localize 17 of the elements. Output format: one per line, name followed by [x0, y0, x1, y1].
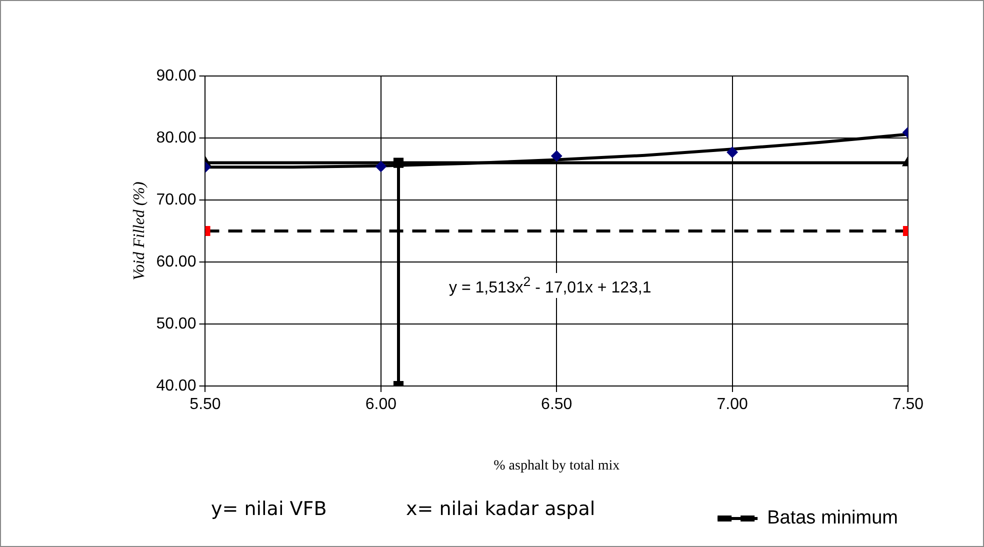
y-tick-label: 60.00 — [156, 253, 196, 270]
annotation: y = 1,513x$^{2}$ - 17,01x + 123,1 — [446, 273, 654, 298]
text: y= nilai VFB — [211, 498, 327, 520]
y-tick-label: 50.00 — [156, 315, 196, 332]
y-tick-label: 90.00 — [156, 67, 196, 84]
x-tick-label: 6.50 — [541, 396, 572, 414]
x-tick-label: 5.50 — [190, 396, 221, 414]
x-axis-title: % asphalt by total mix — [494, 458, 620, 474]
y-axis-title: Void Filled (%) — [130, 182, 148, 280]
x-tick-label: 7.50 — [892, 396, 924, 414]
y-tick-label: 40.00 — [156, 377, 196, 394]
x-tick-label: 7.00 — [716, 396, 748, 414]
y-tick-label: 80.00 — [156, 129, 196, 146]
legend-label: Batas minimum — [767, 508, 898, 529]
text: x= nilai kadar aspal — [406, 498, 596, 520]
x-tick-label: 6.00 — [365, 396, 397, 414]
y-tick-label: 70.00 — [156, 191, 196, 208]
